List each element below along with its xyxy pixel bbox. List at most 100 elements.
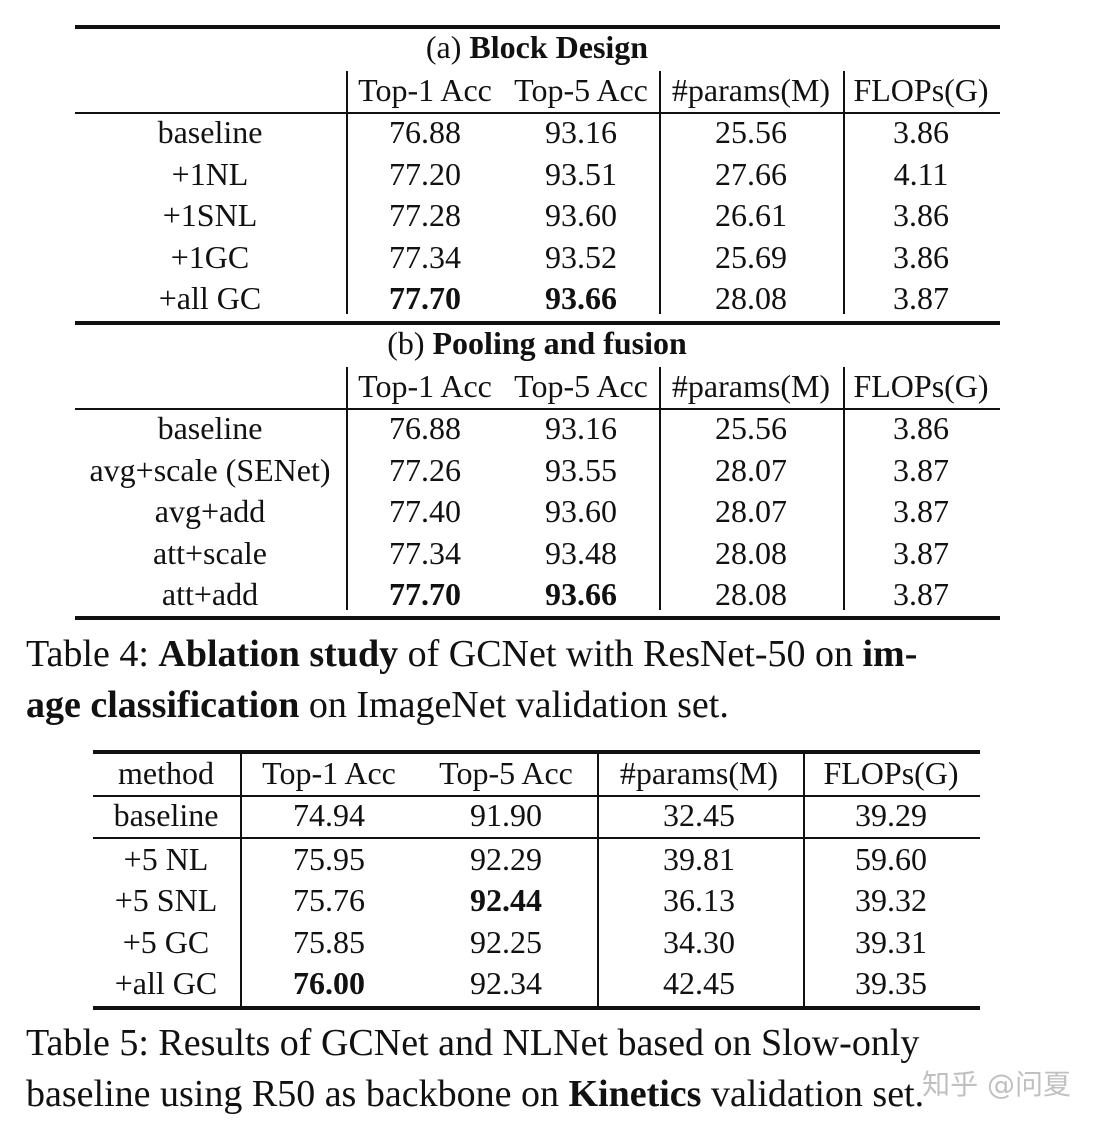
table-cell: 26.61 [715, 197, 787, 233]
column-header: Top-5 Acc [514, 368, 648, 404]
table-cell: 75.76 [293, 882, 365, 918]
column-header: FLOPs(G) [853, 368, 989, 404]
row-label: +1SNL [162, 197, 258, 233]
row-label: att+scale [153, 534, 267, 571]
table5-caption: baseline using R50 as backbone on Kineti… [26, 1069, 924, 1119]
column-header: #params(M) [671, 368, 831, 404]
table-cell: 75.95 [293, 841, 365, 877]
table-cell: 77.70 [389, 280, 461, 316]
column-header: method [118, 755, 214, 791]
table-cell: 39.35 [855, 965, 927, 1001]
row-label: avg+add [154, 493, 266, 529]
table-cell: 93.52 [545, 238, 617, 275]
table-cell: 77.28 [389, 197, 461, 233]
column-divider [659, 367, 661, 610]
caption-segment: Ablation study [158, 633, 399, 675]
table-cell: 59.60 [855, 841, 927, 877]
table-cell: 4.11 [893, 155, 949, 192]
column-header: Top-5 Acc [439, 755, 573, 791]
column-header: FLOPs(G) [823, 755, 959, 791]
row-label: +all GC [158, 280, 262, 316]
section-title-bold: Block Design [469, 29, 649, 65]
table-cell: 25.56 [715, 410, 787, 446]
row-label: +1GC [170, 238, 250, 275]
caption-segment: Table 4: [26, 633, 159, 675]
table-cell: 3.87 [893, 576, 949, 612]
row-label: +all GC [114, 965, 218, 1001]
table-cell: 76.88 [389, 410, 461, 446]
table-cell: 39.29 [855, 797, 927, 833]
table-cell: 93.16 [545, 114, 617, 150]
row-label: avg+scale (SENet) [89, 451, 331, 488]
column-divider [346, 367, 348, 610]
table-cell: 93.60 [545, 197, 617, 233]
table-thick-rule [75, 25, 1000, 29]
table-cell: 39.81 [663, 841, 735, 877]
table-cell: 76.88 [389, 114, 461, 150]
table-cell: 76.00 [293, 965, 365, 1001]
table-cell: 77.34 [389, 238, 461, 275]
column-divider [843, 71, 845, 314]
table-cell: 77.20 [389, 155, 461, 192]
section-title-prefix: (b) [387, 325, 433, 361]
section-title-prefix: (a) [425, 29, 470, 65]
table-cell: 77.34 [389, 534, 461, 571]
table-cell: 77.70 [389, 576, 461, 612]
column-divider [803, 754, 805, 1006]
row-label: +1NL [171, 155, 249, 192]
column-header: Top-5 Acc [514, 72, 648, 108]
table-cell: 93.55 [545, 451, 617, 488]
section-title: (a) Block Design [426, 27, 648, 67]
table-cell: 3.86 [893, 197, 949, 233]
row-label: baseline [157, 410, 263, 446]
table-cell: 39.32 [855, 882, 927, 918]
column-divider [240, 754, 242, 1006]
caption-segment: of GCNet with ResNet-50 on [398, 633, 863, 675]
table-cell: 75.85 [293, 924, 365, 960]
table-cell: 42.45 [663, 965, 735, 1001]
table-cell: 36.13 [663, 882, 735, 918]
table-cell: 27.66 [715, 155, 787, 192]
column-header: Top-1 Acc [358, 368, 492, 404]
watermark: 知乎 @问夏 [922, 1068, 1071, 1101]
table-cell: 92.44 [470, 882, 542, 918]
column-divider [346, 71, 348, 314]
row-label: baseline [113, 797, 219, 833]
table-cell: 91.90 [470, 797, 542, 833]
row-label: +5 NL [123, 841, 209, 877]
table-cell: 28.07 [715, 451, 787, 488]
column-header: #params(M) [671, 72, 831, 108]
section-title-bold: Pooling and fusion [432, 325, 687, 361]
column-header: FLOPs(G) [853, 72, 989, 108]
table-cell: 93.51 [545, 155, 617, 192]
caption-segment: Kinetics [568, 1073, 702, 1115]
column-header: #params(M) [619, 755, 779, 791]
table-cell: 77.40 [389, 493, 461, 529]
table-cell: 3.86 [893, 114, 949, 150]
table-cell: 28.08 [715, 534, 787, 571]
table-bottom-rule [93, 1006, 980, 1010]
column-header: Top-1 Acc [262, 755, 396, 791]
table-cell: 92.29 [470, 841, 542, 877]
table-cell: 74.94 [293, 797, 365, 833]
table-cell: 3.87 [893, 534, 949, 571]
table4-caption: age classification on ImageNet validatio… [26, 680, 729, 730]
caption-segment: Table 5: Results of GCNet and NLNet base… [26, 1022, 920, 1064]
table-cell: 34.30 [663, 924, 735, 960]
row-label: baseline [157, 114, 263, 150]
table-cell: 28.08 [715, 280, 787, 316]
header-rule [75, 408, 1000, 410]
table-cell: 93.48 [545, 534, 617, 571]
table-thick-rule [75, 321, 1000, 325]
table-cell: 25.69 [715, 238, 787, 275]
table-bottom-rule [75, 616, 1000, 620]
row-label: +5 GC [122, 924, 210, 960]
table-cell: 3.86 [893, 410, 949, 446]
table-cell: 25.56 [715, 114, 787, 150]
row-label: +5 SNL [114, 882, 218, 918]
table-cell: 39.31 [855, 924, 927, 960]
caption-segment: baseline using R50 as backbone on [26, 1073, 569, 1115]
table-cell: 93.16 [545, 410, 617, 446]
caption-segment: im- [862, 633, 918, 675]
column-divider [659, 71, 661, 314]
